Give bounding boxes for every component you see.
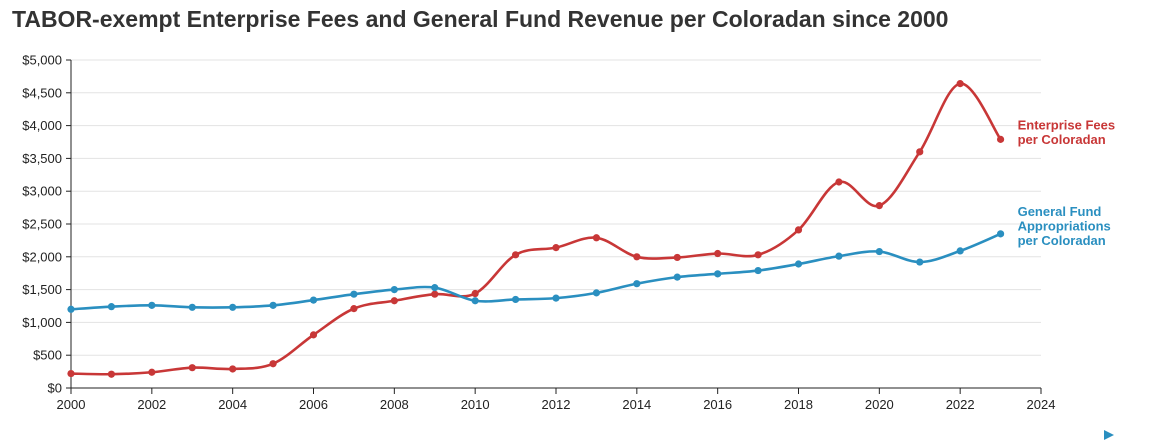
x-tick-label: 2014 <box>622 397 651 412</box>
data-point <box>835 252 843 260</box>
y-tick-label: $2,000 <box>22 249 62 264</box>
data-point <box>188 364 196 372</box>
data-point <box>107 303 116 311</box>
data-point <box>916 148 924 156</box>
y-tick-label: $0 <box>48 381 62 396</box>
y-tick-label: $4,000 <box>22 118 62 133</box>
series-label-line: per Coloradan <box>1018 233 1106 248</box>
series-label-line: General Fund <box>1018 204 1102 219</box>
data-point <box>148 368 156 376</box>
data-point <box>754 266 762 275</box>
data-point <box>350 305 358 313</box>
data-point <box>552 294 560 302</box>
data-point <box>996 135 1005 143</box>
data-point <box>996 230 1005 238</box>
data-point <box>67 369 75 378</box>
series-label-line: Enterprise Fees <box>1018 117 1116 132</box>
series-label: Enterprise Fees per Coloradan <box>1018 117 1116 147</box>
data-point <box>633 253 641 261</box>
x-tick-label: 2010 <box>461 397 490 412</box>
series-line <box>69 232 1002 311</box>
y-tick-label: $500 <box>33 348 62 363</box>
series-line <box>69 82 1002 376</box>
data-point <box>511 251 520 259</box>
data-point <box>148 301 156 309</box>
x-tick-label: 2022 <box>946 397 975 412</box>
data-point <box>835 178 843 186</box>
data-point <box>431 290 439 298</box>
data-point <box>916 258 924 266</box>
data-point <box>67 305 75 313</box>
corner-arrow-icon <box>1104 430 1114 440</box>
data-point <box>714 249 722 258</box>
x-tick-label: 2002 <box>137 397 166 412</box>
series-layer <box>67 80 1005 378</box>
data-point <box>390 286 398 294</box>
data-point <box>471 289 479 298</box>
data-point <box>592 289 601 297</box>
x-tick-label: 2006 <box>299 397 328 412</box>
y-tick-label: $3,000 <box>22 184 62 199</box>
data-point <box>794 260 803 268</box>
chart-title: TABOR-exempt Enterprise Fees and General… <box>12 6 949 32</box>
y-tick-label: $5,000 <box>22 53 62 68</box>
grid-lines <box>71 59 1041 356</box>
x-tick-label: 2018 <box>784 397 813 412</box>
y-tick-label: $1,000 <box>22 315 62 330</box>
data-point <box>107 370 116 378</box>
y-tick-label: $1,500 <box>22 282 62 297</box>
y-tick-label: $2,500 <box>22 217 62 232</box>
x-tick-label: 2016 <box>703 397 732 412</box>
data-point <box>754 251 762 259</box>
x-tick-label: 2012 <box>542 397 571 412</box>
series-label: General Fund Appropriations per Coloradan <box>1018 204 1111 248</box>
x-tick-label: 2008 <box>380 397 409 412</box>
x-tick-label: 2004 <box>218 397 247 412</box>
data-point <box>269 360 277 368</box>
data-point <box>511 295 520 304</box>
data-point <box>956 247 964 255</box>
data-point <box>229 365 237 373</box>
data-point <box>673 253 681 262</box>
data-point <box>350 290 358 298</box>
data-point <box>875 202 883 210</box>
data-point <box>956 80 964 88</box>
x-tick-label: 2020 <box>865 397 894 412</box>
axes: $0 $500 $1,000 $1,500 $2,000 $2,500 $3,000 $3,5… <box>22 53 1055 413</box>
data-point <box>673 273 681 281</box>
x-tick-label: 2000 <box>57 397 86 412</box>
data-point <box>633 280 641 288</box>
data-point <box>592 234 601 242</box>
data-point <box>269 301 277 309</box>
data-point <box>229 303 237 311</box>
data-point <box>552 244 560 252</box>
data-point <box>309 296 318 304</box>
data-point <box>188 303 196 311</box>
data-point <box>714 270 722 278</box>
data-point <box>794 226 803 234</box>
data-point <box>471 297 479 305</box>
data-point <box>390 297 398 305</box>
series-label-line: per Coloradan <box>1018 132 1106 147</box>
x-tick-label: 2024 <box>1027 397 1056 412</box>
data-point <box>875 247 883 256</box>
series-label-line: Appropriations <box>1018 218 1111 233</box>
y-tick-label: $4,500 <box>22 85 62 100</box>
data-point <box>309 331 318 339</box>
data-point <box>431 284 439 292</box>
y-tick-label: $3,500 <box>22 151 62 166</box>
